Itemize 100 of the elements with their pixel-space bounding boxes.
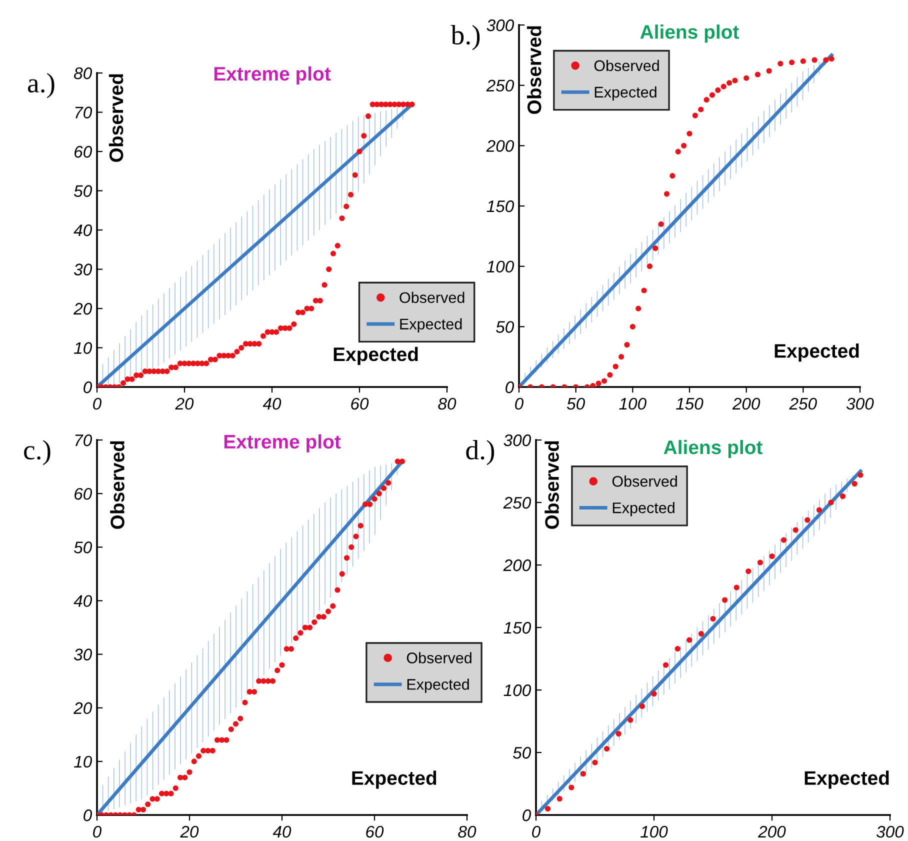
x-tick-label: 60: [351, 398, 369, 410]
point: [828, 56, 834, 62]
point: [545, 806, 551, 812]
x-tick-label: 20: [175, 398, 194, 410]
x-tick-label: 200: [732, 398, 760, 410]
y-tick-label: 150: [486, 200, 514, 212]
point: [840, 493, 846, 500]
point: [639, 703, 645, 710]
point: [852, 480, 858, 487]
x-tick-label: 0: [532, 826, 540, 838]
point: [709, 92, 716, 98]
y-tick-label: 10: [74, 342, 92, 354]
y-tick-label: 0: [522, 809, 531, 822]
y-tick-label: 150: [504, 622, 532, 634]
y-tick-label: 40: [74, 224, 92, 236]
point: [804, 517, 810, 523]
point: [744, 75, 750, 81]
point: [778, 60, 784, 66]
point: [686, 637, 692, 643]
y-tick-label: 30: [74, 264, 92, 276]
x-tick-label: 100: [640, 826, 668, 838]
point: [664, 191, 670, 197]
point: [686, 130, 692, 136]
point: [601, 378, 608, 384]
legend-label: Expected: [407, 678, 469, 693]
point: [674, 646, 680, 652]
point: [732, 78, 738, 84]
chart-title: Extreme plot: [214, 66, 331, 85]
text: a.): [28, 73, 54, 98]
y-tick-label: 50: [512, 746, 531, 759]
y-axis-title: Observed: [108, 74, 124, 162]
point: [792, 527, 798, 533]
x-tick-label: 80: [458, 826, 476, 838]
x-tick-label: 20: [180, 826, 199, 838]
legend-label: Observed: [612, 476, 677, 487]
point: [658, 221, 664, 227]
text: c.): [24, 440, 50, 466]
point: [652, 245, 658, 252]
legend-label: Observed: [594, 60, 659, 72]
point: [769, 553, 775, 560]
text: b.): [450, 25, 480, 50]
y-tick-label: 70: [75, 106, 92, 118]
point: [757, 560, 763, 566]
x-tick-label: 250: [789, 398, 817, 410]
chart-title: Aliens plot: [664, 440, 762, 458]
point: [596, 380, 602, 386]
y-tick-label: 0: [84, 381, 92, 394]
point: [704, 97, 710, 103]
x-tick-label: 200: [758, 826, 786, 838]
y-tick-label: 300: [504, 434, 532, 446]
y-tick-label: 100: [486, 260, 514, 273]
y-tick-label: 20: [74, 302, 92, 315]
y-tick-label: 40: [74, 595, 92, 607]
y-tick-label: 250: [503, 496, 532, 509]
point: [734, 584, 740, 590]
y-tick-label: 50: [496, 321, 514, 333]
chart-title: Extreme plot: [224, 434, 341, 452]
point: [789, 60, 795, 66]
point: [663, 662, 669, 668]
point: [823, 57, 829, 63]
y-tick-label: 60: [74, 488, 92, 500]
y-tick-label: 0: [506, 381, 514, 394]
y-tick-label: 10: [74, 756, 92, 768]
point: [670, 173, 676, 179]
x-tick-label: 0: [93, 398, 102, 410]
y-tick-label: 20: [74, 702, 92, 714]
point: [858, 472, 864, 478]
point: [698, 106, 704, 112]
point: [580, 770, 586, 777]
x-tick-label: 50: [566, 398, 585, 410]
x-axis-title: Expected: [334, 346, 418, 366]
y-tick-label: 0: [84, 809, 92, 822]
point: [754, 72, 760, 78]
point: [556, 796, 562, 802]
x-axis-title: Expected: [804, 770, 889, 789]
point: [715, 87, 721, 93]
x-tick-label: 150: [676, 398, 704, 410]
y-tick-label: 50: [74, 542, 92, 554]
point: [641, 288, 647, 294]
x-tick-label: 60: [366, 826, 384, 838]
point: [710, 616, 716, 622]
y-tick-label: 80: [74, 67, 92, 80]
y-tick-label: 200: [503, 559, 532, 572]
x-axis-title: Expected: [774, 344, 859, 362]
y-tick-label: 70: [75, 434, 92, 446]
point: [816, 507, 822, 513]
x-tick-label: 300: [846, 398, 874, 410]
point: [628, 717, 634, 723]
y-tick-label: 60: [74, 146, 92, 158]
point: [568, 784, 574, 790]
point: [618, 354, 624, 360]
point: [766, 68, 772, 74]
point: [746, 568, 752, 574]
y-tick-label: 250: [486, 80, 514, 92]
legend-label: Observed: [406, 652, 472, 664]
point: [607, 372, 613, 378]
point: [646, 264, 652, 270]
legend-label: Observed: [400, 292, 464, 304]
x-tick-label: 300: [876, 826, 904, 838]
x-tick-label: 100: [619, 398, 646, 410]
